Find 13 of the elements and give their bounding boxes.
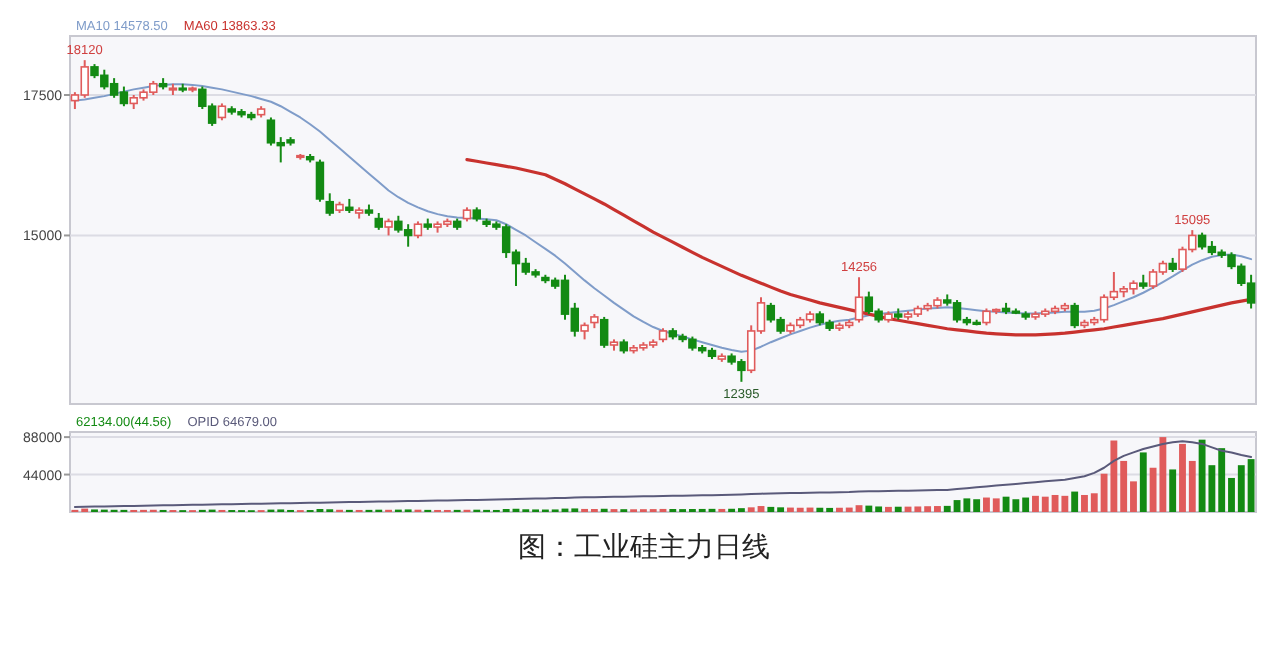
bar <box>1169 469 1177 512</box>
candlestick <box>1070 301 1079 330</box>
text: 图：工业硅主力日线 <box>518 530 770 562</box>
candlestick <box>854 276 864 324</box>
candlestick <box>325 192 334 217</box>
candlestick <box>599 315 609 349</box>
candlestick <box>315 158 325 203</box>
bar <box>894 506 902 512</box>
line-series <box>73 440 1253 508</box>
bar <box>1139 452 1147 512</box>
line-series <box>465 158 1253 337</box>
bar <box>1071 491 1079 512</box>
bar <box>885 506 892 512</box>
